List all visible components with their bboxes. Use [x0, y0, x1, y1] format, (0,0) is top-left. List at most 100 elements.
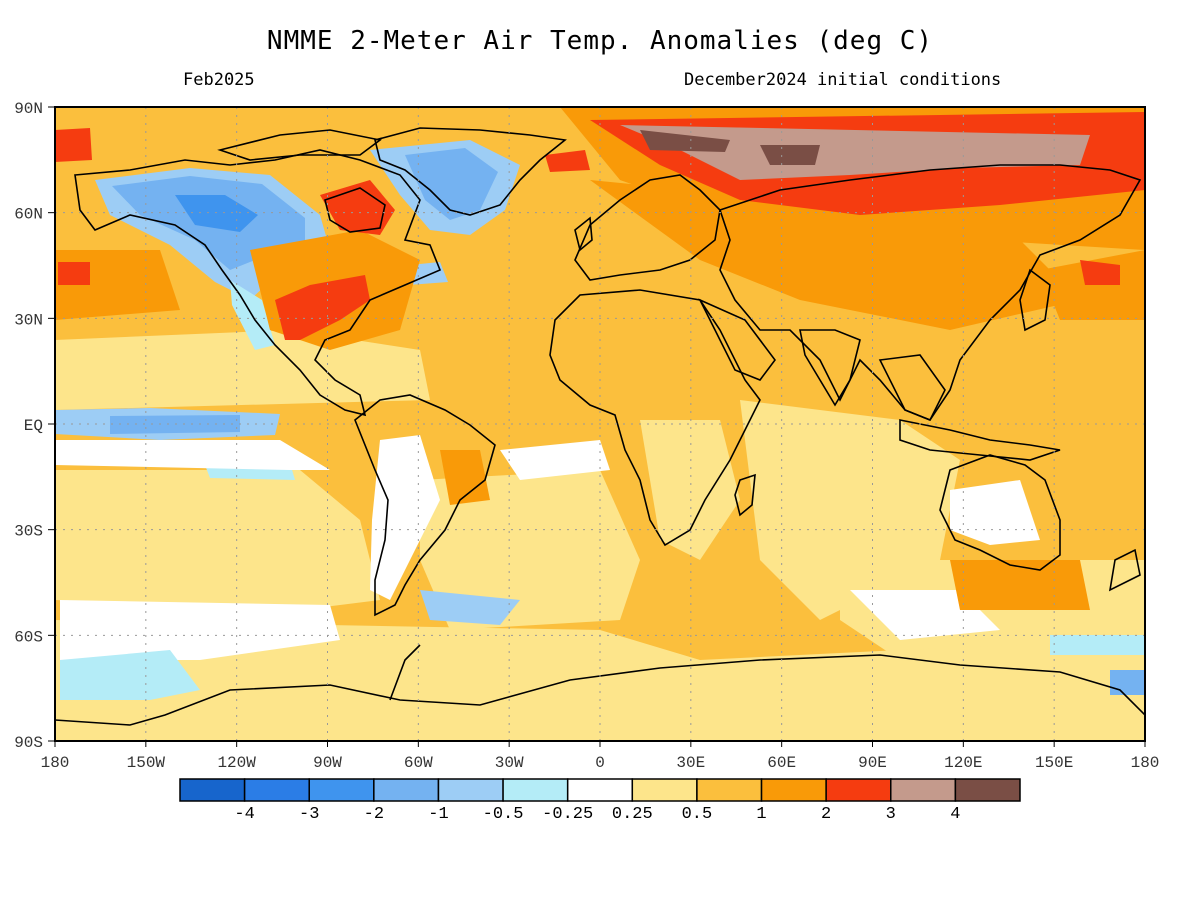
coast-south-america [354, 394, 496, 617]
coast-india [799, 329, 861, 407]
colorbar-swatch [954, 778, 1021, 802]
coast-madagascar [734, 473, 756, 517]
lat-tick-label: 90S [14, 734, 43, 752]
colorbar-tick-label: 4 [950, 805, 960, 824]
field-neutral-south-america [370, 435, 440, 600]
colorbar-swatch [760, 778, 827, 802]
coast-antarctic-peninsula [389, 644, 421, 701]
field-pale-south-pacific [55, 470, 380, 610]
field-hot-north-pacific-east [58, 262, 90, 285]
lat-tick-label: 60N [14, 206, 43, 224]
colorbar-tick-label: -2 [364, 805, 384, 824]
lon-tick-label: 180 [1131, 754, 1160, 772]
coast-north-america [74, 149, 442, 417]
lon-tick-label: 30W [495, 754, 524, 772]
colorbar-tick-label: -0.5 [483, 805, 524, 824]
lon-tick-label: 60W [404, 754, 433, 772]
field-hot-us-east [275, 275, 370, 340]
field-cool-south-ocean-west [60, 650, 200, 700]
field-pale-antarctic [55, 620, 1145, 741]
coast-arabia [698, 298, 776, 381]
init-conditions-label: December2024 initial conditions [684, 70, 1002, 90]
field-hot-north-atlantic [545, 150, 590, 172]
field-warm-brazil [440, 450, 490, 505]
coast-arctic-islands [217, 129, 382, 161]
field-warm-eurasia [590, 180, 1080, 330]
colorbar-swatch [373, 778, 440, 802]
lon-tick-label: 150E [1035, 754, 1073, 772]
coast-australia [939, 454, 1061, 571]
coast-new-zealand [1108, 548, 1141, 592]
colorbar-swatch [502, 778, 569, 802]
colorbar-tick-label: 0.5 [682, 805, 713, 824]
colorbar-tick-label: 0.25 [612, 805, 653, 824]
lon-tick-label: 60E [767, 754, 796, 772]
lat-tick-label: 30S [14, 523, 43, 541]
coast-antarctica [54, 654, 1146, 726]
field-pale-africa [640, 420, 740, 560]
field-warm-southern-ocean [950, 560, 1090, 610]
field-pale-eastpac [55, 330, 430, 410]
coast-greenland [374, 127, 567, 216]
colorbar-tick-label: -1 [428, 805, 448, 824]
colorbar-tick-label: 1 [756, 805, 766, 824]
lon-tick-label: 150W [127, 754, 166, 772]
colorbar-swatch [566, 778, 634, 802]
colorbar-tick-label: -0.25 [542, 805, 593, 824]
valid-month-label: Feb2025 [183, 70, 255, 90]
lon-tick-label: 90W [313, 754, 342, 772]
field-neutral-australia [950, 480, 1040, 545]
colorbar-tick-label: 2 [821, 805, 831, 824]
lon-tick-label: 180 [41, 754, 70, 772]
coast-southeast-asia [878, 354, 946, 422]
lon-tick-label: 120E [944, 754, 982, 772]
field-neutral-atlantic [500, 440, 610, 480]
field-cool-east-antarctic [1110, 670, 1145, 695]
coast-hudson-bay [324, 187, 386, 233]
lat-tick-label: 60S [14, 628, 43, 646]
colorbar-swatch [437, 778, 504, 802]
field-cool-west-antarctic [420, 590, 520, 625]
field-neutral-south-ocean-west [60, 600, 340, 660]
lon-tick-label: 120W [217, 754, 256, 772]
coast-asia [718, 164, 1142, 421]
field-pale-south-atlantic [420, 470, 640, 630]
colorbar-swatch [631, 778, 698, 802]
colorbar-swatch [179, 778, 246, 802]
colorbar-swatch [825, 778, 892, 802]
field-extreme-arctic-core [640, 130, 730, 152]
grid-lines [55, 107, 1145, 741]
coast-japan [1019, 268, 1051, 332]
lon-tick-label: 90E [858, 754, 887, 772]
colorbar-tick-label: -4 [234, 805, 254, 824]
lon-tick-label: 30E [676, 754, 705, 772]
lat-tick-label: 30N [14, 311, 43, 329]
field-neutral-eastpac [55, 440, 330, 470]
colorbar-swatch [696, 778, 763, 802]
colorbar [179, 778, 1021, 802]
field-hot-kamchatka [1080, 260, 1120, 285]
map-title: NMME 2-Meter Air Temp. Anomalies (deg C) [266, 26, 934, 56]
lat-axis: 90N 60N 30N EQ 30S 60S 90S [14, 100, 55, 752]
field-extreme-arctic-core2 [760, 145, 820, 165]
colorbar-swatch [243, 778, 310, 802]
coast-indonesia [899, 419, 1061, 461]
coast-british-isles [574, 216, 593, 252]
lat-tick-label: EQ [24, 417, 43, 435]
colorbar-swatch [890, 778, 957, 802]
anomaly-fields [55, 107, 1145, 741]
colorbar-tick-label: 3 [886, 805, 896, 824]
colorbar-swatch [308, 778, 375, 802]
lon-axis: 180 150W 120W 90W 60W 30W 0 30E 60E 90E 120E 150E 18… [41, 741, 1160, 772]
lon-tick-label: 0 [595, 754, 605, 772]
field-cool-sw-pacific [1050, 635, 1145, 655]
colorbar-tick-label: -3 [299, 805, 319, 824]
colorbar-ticks: -4 -3 -2 -1 -0.5 -0.25 0.25 0.5 1 2 3 4 [234, 805, 960, 824]
field-hot-arctic-west [55, 128, 92, 162]
coastlines [54, 127, 1146, 726]
lat-tick-label: 90N [14, 100, 43, 118]
field-cold-greenland [405, 148, 498, 220]
field-hot-hudson [320, 180, 395, 235]
field-very-cold-alaska [175, 195, 258, 232]
